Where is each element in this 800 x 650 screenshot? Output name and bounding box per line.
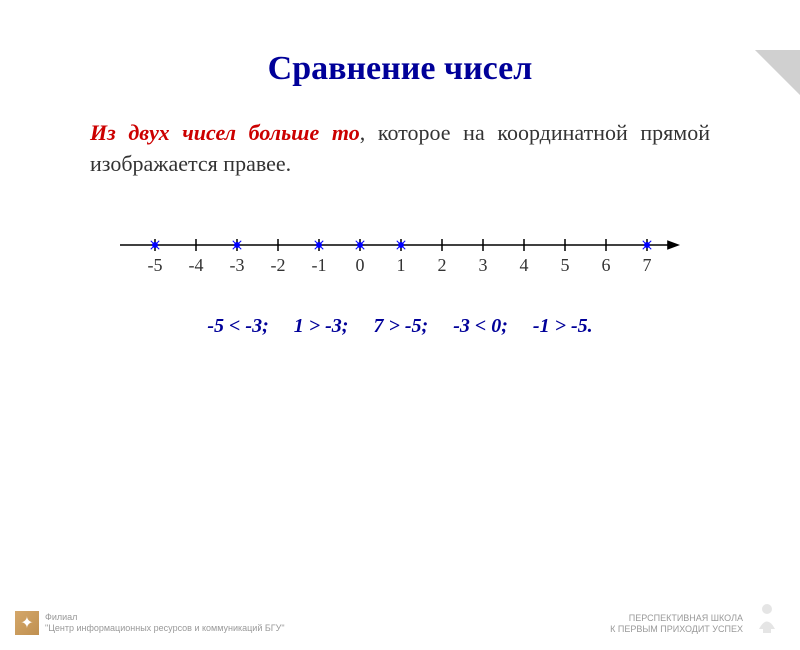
subtitle-paragraph: Из двух чисел больше то, которое на коор… (0, 118, 800, 180)
comparison-item: 7 > -5; (373, 315, 428, 338)
tick-label: 3 (479, 255, 488, 275)
footer-left-line1: Филиал (45, 612, 285, 623)
footer-right-logo (749, 599, 785, 635)
comparison-item: -3 < 0; (453, 315, 508, 338)
footer-right-text: ПЕРСПЕКТИВНАЯ ШКОЛА К ПЕРВЫМ ПРИХОДИТ УС… (610, 613, 743, 635)
tick-label: -1 (312, 255, 327, 275)
footer-right-line1: ПЕРСПЕКТИВНАЯ ШКОЛА (610, 613, 743, 624)
number-line-marker (316, 242, 322, 248)
comparison-item: -5 < -3; (207, 315, 268, 338)
number-line-marker (644, 242, 650, 248)
footer-right-line2: К ПЕРВЫМ ПРИХОДИТ УСПЕХ (610, 624, 743, 635)
comparison-item: -1 > -5. (533, 315, 593, 338)
tick-label: 0 (356, 255, 365, 275)
tick-label: 6 (602, 255, 611, 275)
comparisons-row: -5 < -3; 1 > -3; 7 > -5; -3 < 0; -1 > -5… (0, 315, 800, 338)
footer-left: ✦ Филиал "Центр информационных ресурсов … (15, 611, 285, 635)
tick-label: -5 (148, 255, 163, 275)
subtitle-emphasis: Из двух чисел больше то (90, 120, 360, 145)
number-line-svg: -5 -4 -3 -2 -1 0 1 2 3 4 5 6 7 (110, 225, 690, 285)
page-corner-fold (755, 50, 800, 95)
footer-right: ПЕРСПЕКТИВНАЯ ШКОЛА К ПЕРВЫМ ПРИХОДИТ УС… (610, 599, 785, 635)
slide-title: Сравнение чисел (0, 50, 800, 88)
footer-left-text: Филиал "Центр информационных ресурсов и … (45, 612, 285, 634)
number-line-marker (357, 242, 363, 248)
comparison-item: 1 > -3; (294, 315, 349, 338)
tick-label: 2 (438, 255, 447, 275)
tick-label: 1 (397, 255, 406, 275)
tick-label: -3 (230, 255, 245, 275)
tick-label: 4 (520, 255, 529, 275)
number-line-marker (398, 242, 404, 248)
footer-left-icon: ✦ (15, 611, 39, 635)
number-line-marker (234, 242, 240, 248)
tick-label: 5 (561, 255, 570, 275)
tick-label: -2 (271, 255, 286, 275)
tick-label: 7 (643, 255, 652, 275)
footer-left-line2: "Центр информационных ресурсов и коммуни… (45, 623, 285, 634)
number-line-marker (152, 242, 158, 248)
number-line: -5 -4 -3 -2 -1 0 1 2 3 4 5 6 7 (110, 225, 690, 285)
tick-label: -4 (189, 255, 204, 275)
